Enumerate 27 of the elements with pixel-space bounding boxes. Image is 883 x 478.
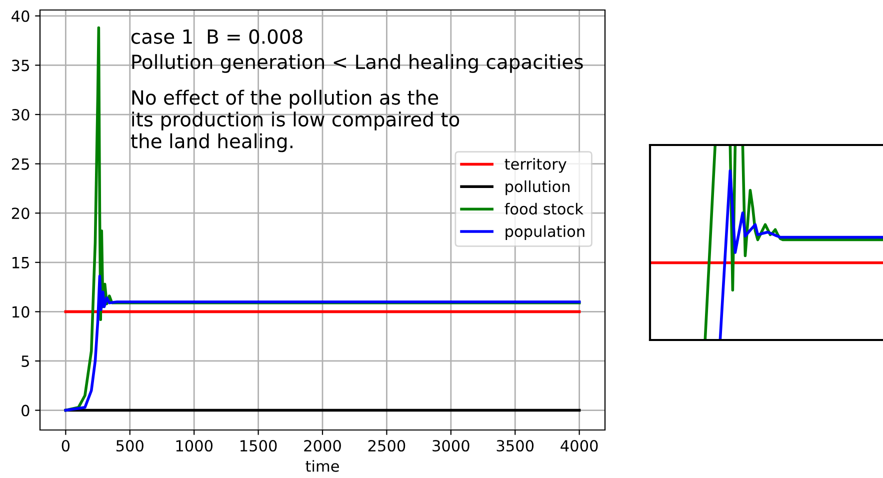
annotation: Pollution generation < Land healing capacities	[132, 54, 583, 73]
y-tick-label: 20	[12, 208, 30, 220]
line-series	[64, 274, 581, 412]
y-tick-label: 15	[12, 257, 29, 268]
x-tick-label: 1500	[240, 440, 277, 452]
y-tick-label: 5	[22, 356, 29, 368]
x-axis-title: time	[306, 460, 339, 472]
y-tick-label: 10	[12, 306, 30, 318]
y-tick-label: 25	[12, 158, 29, 170]
legend-label: pollution	[506, 180, 570, 196]
annotation: case 1 B = 0.008	[131, 29, 302, 44]
legend-label: territory	[504, 158, 566, 173]
x-tick-label: 3500	[496, 440, 534, 452]
x-tick-label: 500	[116, 440, 144, 452]
legend-label: food stock	[504, 202, 584, 215]
legend-label: population	[506, 225, 584, 240]
x-tick-label: 1000	[176, 440, 213, 452]
x-tick-label: 2000	[304, 440, 341, 452]
y-tick-label: 0	[22, 404, 30, 416]
y-tick-label: 35	[12, 60, 29, 72]
annotation: No effect of the pollution as the its production is low compaired to the land healing.	[130, 90, 460, 152]
x-tick-label: 2500	[368, 440, 406, 452]
x-tick-label: 0	[62, 440, 70, 452]
x-tick-label: 4000	[560, 440, 598, 452]
y-tick-label: 40	[12, 10, 30, 22]
y-tick-label: 30	[12, 108, 30, 121]
x-tick-label: 3000	[432, 440, 470, 452]
